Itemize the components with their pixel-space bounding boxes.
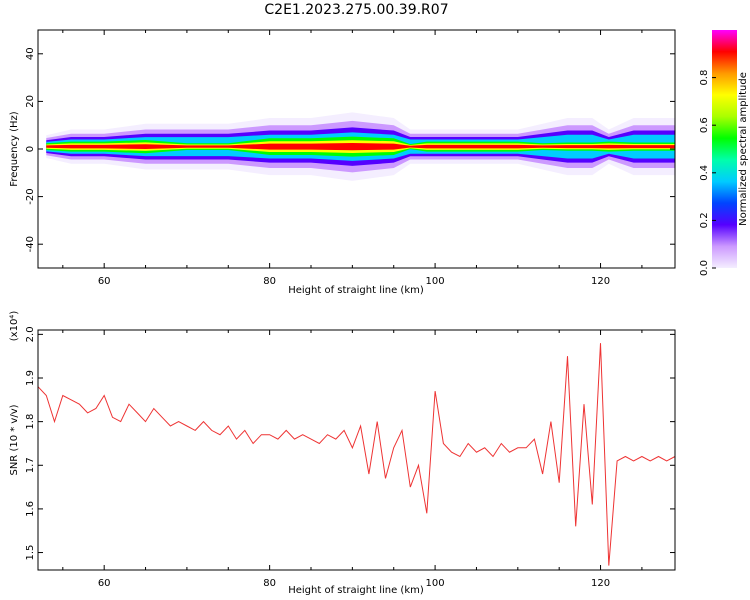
snr-x-tick-label: 60 xyxy=(98,578,111,589)
snr-x-axis-label: Height of straight line (km) xyxy=(288,585,424,596)
spectrogram-panel: 40 20 0 -20 -40 60 80 100 120 Height of straigh… xyxy=(9,29,676,296)
snr-y-tick-label: 1.6 xyxy=(25,501,36,517)
colorbar-gradient xyxy=(712,30,737,268)
spectrogram-y-axis-label: Frequency (Hz) xyxy=(9,111,20,187)
snr-y-axis-label: SNR (10 * v/v) xyxy=(9,404,20,475)
colorbar-tick-label: 0.2 xyxy=(699,212,710,228)
snr-axes-frame xyxy=(37,329,676,571)
spectrogram-band-level-6 xyxy=(46,143,675,151)
snr-series-line xyxy=(38,343,675,566)
snr-scale-label: (x10⁴) xyxy=(9,311,20,342)
snr-x-tick-label: 100 xyxy=(426,578,445,589)
spectrogram-y-tick-label: 40 xyxy=(25,47,36,60)
colorbar-tick-label: 0.4 xyxy=(699,165,710,181)
spectrogram-y-tick-label: -40 xyxy=(25,236,36,252)
spectrogram-x-tick-label: 100 xyxy=(426,276,445,287)
spectrogram-x-tick-label: 120 xyxy=(591,276,610,287)
snr-x-tick-label: 80 xyxy=(263,578,276,589)
snr-y-tick-label: 1.7 xyxy=(25,457,36,473)
spectrogram-y-tick-label: 20 xyxy=(25,95,36,108)
colorbar-tick-label: 0.0 xyxy=(699,260,710,276)
snr-panel: 1.5 1.6 1.7 1.8 1.9 2.0 60 80 100 120 Height of … xyxy=(9,311,676,596)
spectrogram-x-tick-label: 60 xyxy=(98,276,111,287)
spectrogram-x-axis-label: Height of straight line (km) xyxy=(288,285,424,296)
spectrogram-y-tick-label: -20 xyxy=(25,188,36,204)
spectrogram-y-tick-label: 0 xyxy=(25,146,36,152)
snr-y-tick-label: 1.5 xyxy=(25,545,36,561)
colorbar: 0.0 0.2 0.4 0.6 0.8 Normalized spectral ampl… xyxy=(699,30,749,276)
figure-title: C2E1.2023.275.00.39.R07 xyxy=(264,2,449,18)
snr-y-tick-label: 1.8 xyxy=(25,414,36,430)
snr-y-tick-label: 2.0 xyxy=(25,326,36,342)
snr-x-tick-label: 120 xyxy=(591,578,610,589)
colorbar-tick-label: 0.8 xyxy=(699,70,710,86)
spectrogram-x-tick-label: 80 xyxy=(263,276,276,287)
snr-y-tick-label: 1.9 xyxy=(25,370,36,386)
colorbar-tick-label: 0.6 xyxy=(699,117,710,133)
colorbar-label: Normalized spectral amplitude xyxy=(738,72,749,226)
